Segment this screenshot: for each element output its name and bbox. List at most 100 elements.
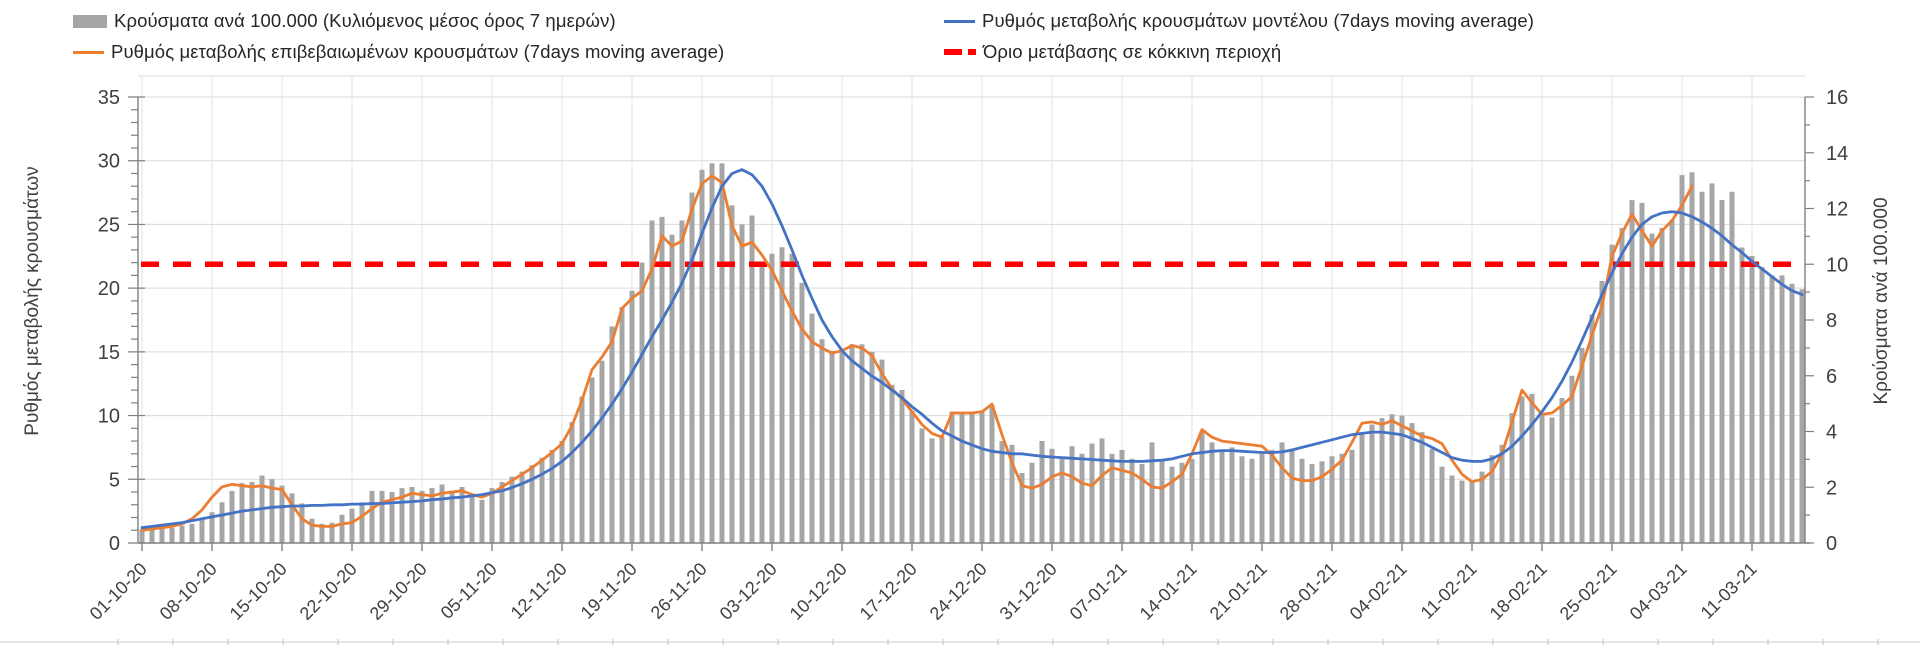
sheet-edge-strip (0, 639, 1920, 645)
svg-text:5: 5 (109, 469, 120, 491)
bar (1529, 393, 1535, 543)
bar (199, 517, 205, 543)
bar (679, 220, 685, 543)
bar (829, 350, 835, 543)
svg-text:04-02-21: 04-02-21 (1346, 559, 1411, 624)
bar (1479, 471, 1485, 543)
legend-item-threshold: Όριο μετάβασης σε κόκκινη περιοχή (944, 41, 1281, 63)
bar (289, 493, 295, 543)
bar (1059, 458, 1065, 543)
svg-text:10: 10 (1826, 254, 1848, 276)
legend-label: Κρούσματα ανά 100.000 (Κυλιόμενος μέσος … (114, 10, 616, 31)
bar (1009, 444, 1015, 543)
bar (549, 449, 555, 543)
svg-text:18-02-21: 18-02-21 (1486, 559, 1551, 624)
bar (159, 527, 165, 543)
bar (1699, 191, 1705, 544)
svg-text:30: 30 (98, 151, 120, 173)
svg-text:15: 15 (98, 342, 120, 364)
bar (1359, 434, 1365, 543)
svg-text:28-01-21: 28-01-21 (1276, 559, 1341, 624)
bar (189, 523, 195, 543)
bar (1109, 453, 1115, 543)
bar (569, 422, 575, 543)
bar (1069, 446, 1075, 543)
bar (859, 344, 865, 543)
bar (1329, 456, 1335, 543)
bar (1349, 449, 1355, 543)
bar (919, 428, 925, 543)
bar (1489, 455, 1495, 543)
bar (999, 441, 1005, 543)
bar (649, 220, 655, 543)
svg-text:14-01-21: 14-01-21 (1136, 559, 1201, 624)
svg-text:03-12-20: 03-12-20 (716, 559, 781, 624)
bar (1229, 447, 1235, 543)
bar (669, 234, 675, 543)
bar (1769, 275, 1775, 543)
bar (909, 410, 915, 543)
bar (1709, 183, 1715, 543)
bar (1659, 228, 1665, 543)
bar (589, 377, 595, 543)
svg-text:04-03-21: 04-03-21 (1626, 559, 1691, 624)
bar (739, 224, 745, 543)
bar (1259, 453, 1265, 543)
bar (1689, 172, 1695, 544)
svg-text:21-01-21: 21-01-21 (1206, 559, 1271, 624)
right-axis (1804, 96, 1814, 544)
bar (1509, 413, 1515, 543)
bar (369, 490, 375, 543)
bar (359, 502, 365, 543)
model-rate-line (140, 168, 1804, 530)
bar (439, 484, 445, 543)
svg-text:25-02-21: 25-02-21 (1556, 559, 1621, 624)
bar (1079, 453, 1085, 543)
bar (1029, 462, 1035, 543)
svg-text:19-11-20: 19-11-20 (577, 559, 641, 623)
dash-swatch-icon (944, 49, 976, 55)
svg-text:14: 14 (1826, 143, 1848, 165)
bar (279, 485, 285, 543)
x-tick-labels: 01-10-20 08-10-20 15-10-20 22-10-20 29-10-20… (86, 559, 1761, 624)
bar (969, 411, 975, 543)
bar (619, 307, 625, 543)
bar (479, 499, 485, 543)
bar (559, 441, 565, 543)
bar (169, 527, 175, 543)
bar-swatch-icon (73, 14, 107, 28)
bar (899, 390, 905, 543)
svg-text:2: 2 (1826, 477, 1837, 499)
bar (1299, 458, 1305, 543)
bar (959, 413, 965, 543)
svg-text:26-11-20: 26-11-20 (647, 559, 711, 623)
bar (239, 483, 245, 543)
bar (1789, 283, 1795, 543)
bar (579, 396, 585, 543)
bar (1369, 424, 1375, 543)
bar (529, 465, 535, 543)
bar (379, 490, 385, 543)
svg-text:25: 25 (98, 214, 120, 236)
line-swatch-icon (73, 50, 104, 54)
bar (689, 192, 695, 543)
bar (1649, 233, 1655, 543)
bar (429, 488, 435, 543)
bar (1149, 442, 1155, 543)
bar (1249, 458, 1255, 543)
bar (1199, 430, 1205, 543)
svg-text:12: 12 (1826, 199, 1848, 221)
bar (869, 351, 875, 543)
left-axis-title: Ρυθμός μεταβολής κρουσμάτων (22, 166, 43, 436)
bar (629, 290, 635, 543)
bar (139, 529, 145, 543)
left-tick-labels: 0 5 10 15 20 25 30 35 (98, 87, 120, 555)
svg-text:22-10-20: 22-10-20 (296, 559, 361, 624)
bar (399, 488, 405, 543)
bar (789, 253, 795, 543)
bar (719, 163, 725, 544)
bar (1119, 449, 1125, 543)
bar (1639, 202, 1645, 543)
bar (449, 490, 455, 543)
